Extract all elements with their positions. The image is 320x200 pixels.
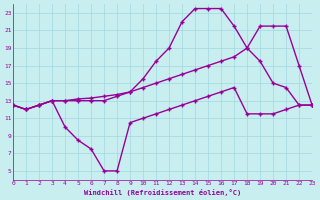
X-axis label: Windchill (Refroidissement éolien,°C): Windchill (Refroidissement éolien,°C) xyxy=(84,189,241,196)
